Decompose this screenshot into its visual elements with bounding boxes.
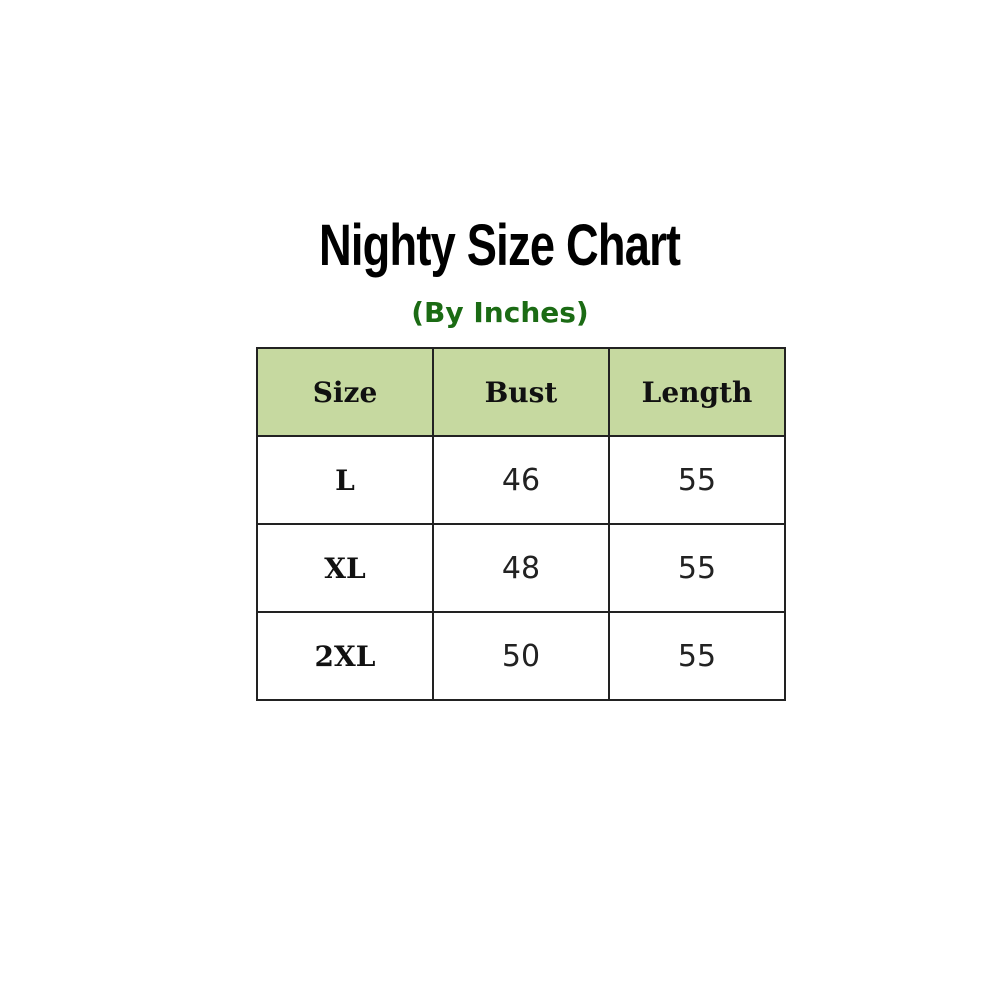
table-row: 2XL 50 55 — [256, 611, 786, 701]
bust-cell: 48 — [432, 523, 610, 613]
bust-cell: 50 — [432, 611, 610, 701]
length-cell: 55 — [608, 435, 786, 525]
table-row: L 46 55 — [256, 435, 786, 525]
header-size: Size — [256, 347, 434, 437]
length-cell: 55 — [608, 523, 786, 613]
size-cell: L — [256, 435, 434, 525]
length-cell: 55 — [608, 611, 786, 701]
size-cell: 2XL — [256, 611, 434, 701]
chart-title-text: Nighty Size Chart — [319, 213, 681, 278]
header-bust: Bust — [432, 347, 610, 437]
size-cell: XL — [256, 523, 434, 613]
header-length: Length — [608, 347, 786, 437]
size-table: Size Bust Length L 46 55 XL 48 55 2XL 50… — [256, 347, 786, 701]
chart-title: Nighty Size Chart — [0, 212, 1000, 279]
table-row: XL 48 55 — [256, 523, 786, 613]
bust-cell: 46 — [432, 435, 610, 525]
chart-subtitle: (By Inches) — [411, 296, 589, 329]
header-row: Size Bust Length — [256, 347, 786, 437]
